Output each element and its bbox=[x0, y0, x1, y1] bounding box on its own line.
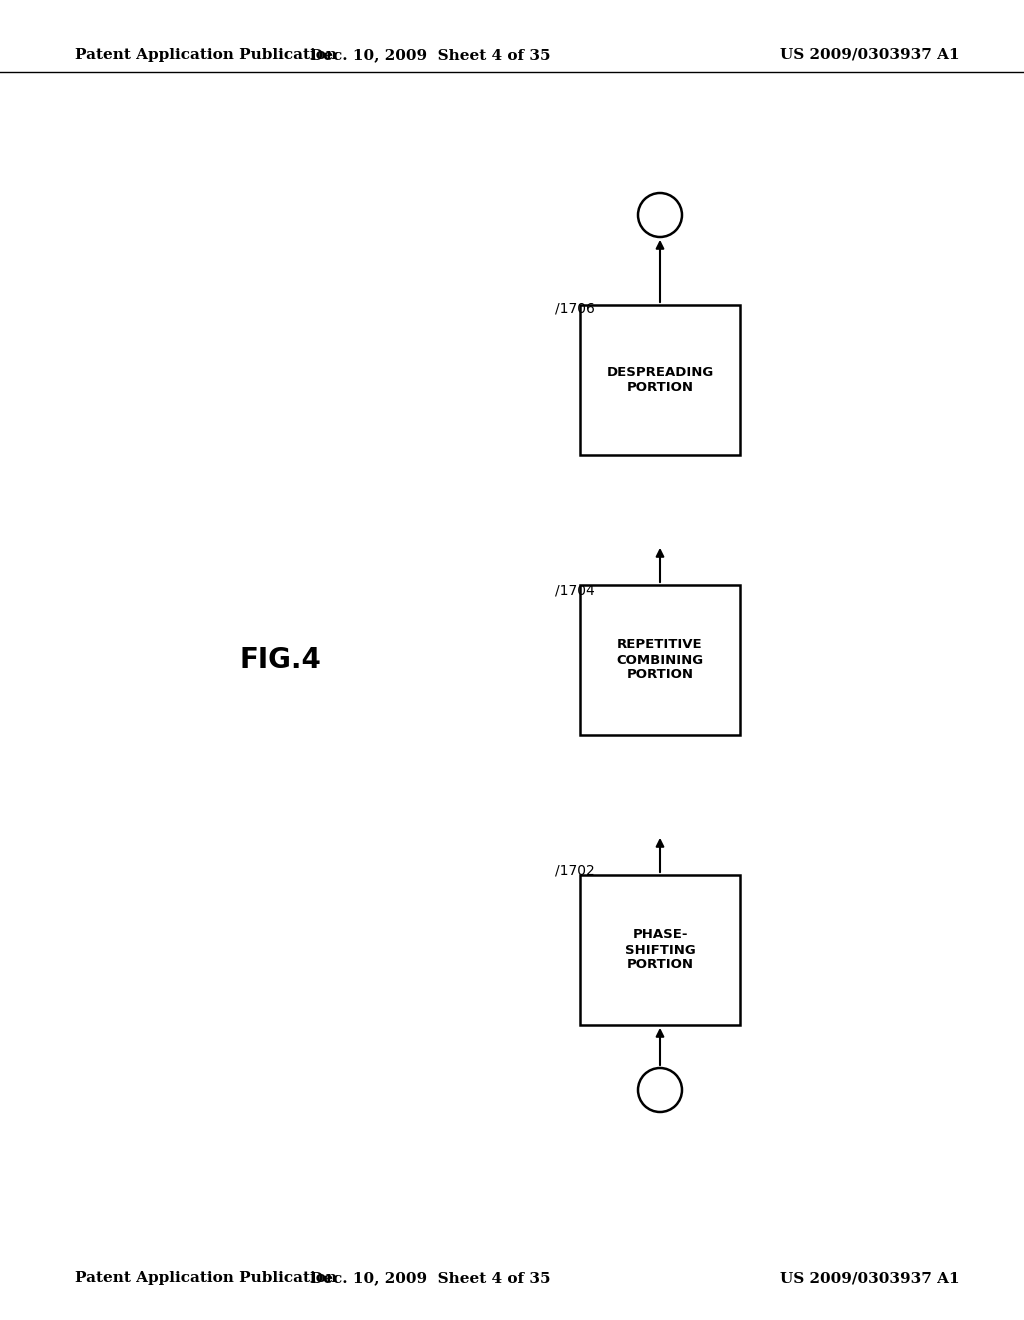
Text: US 2009/0303937 A1: US 2009/0303937 A1 bbox=[780, 1271, 961, 1284]
Circle shape bbox=[638, 1068, 682, 1111]
Text: Patent Application Publication: Patent Application Publication bbox=[75, 48, 337, 62]
Text: REPETITIVE
COMBINING
PORTION: REPETITIVE COMBINING PORTION bbox=[616, 639, 703, 681]
Text: Dec. 10, 2009  Sheet 4 of 35: Dec. 10, 2009 Sheet 4 of 35 bbox=[309, 48, 550, 62]
Text: Dec. 10, 2009  Sheet 4 of 35: Dec. 10, 2009 Sheet 4 of 35 bbox=[309, 1271, 550, 1284]
Bar bbox=[580, 305, 740, 455]
Bar bbox=[580, 875, 740, 1026]
Text: /1702: /1702 bbox=[555, 863, 595, 876]
Text: PHASE-
SHIFTING
PORTION: PHASE- SHIFTING PORTION bbox=[625, 928, 695, 972]
Circle shape bbox=[638, 193, 682, 238]
Text: /1706: /1706 bbox=[555, 301, 595, 315]
Text: Patent Application Publication: Patent Application Publication bbox=[75, 1271, 337, 1284]
Text: FIG.4: FIG.4 bbox=[239, 645, 321, 675]
Text: US 2009/0303937 A1: US 2009/0303937 A1 bbox=[780, 48, 961, 62]
Bar bbox=[580, 585, 740, 735]
Text: /1704: /1704 bbox=[555, 583, 595, 597]
Text: DESPREADING
PORTION: DESPREADING PORTION bbox=[606, 366, 714, 393]
